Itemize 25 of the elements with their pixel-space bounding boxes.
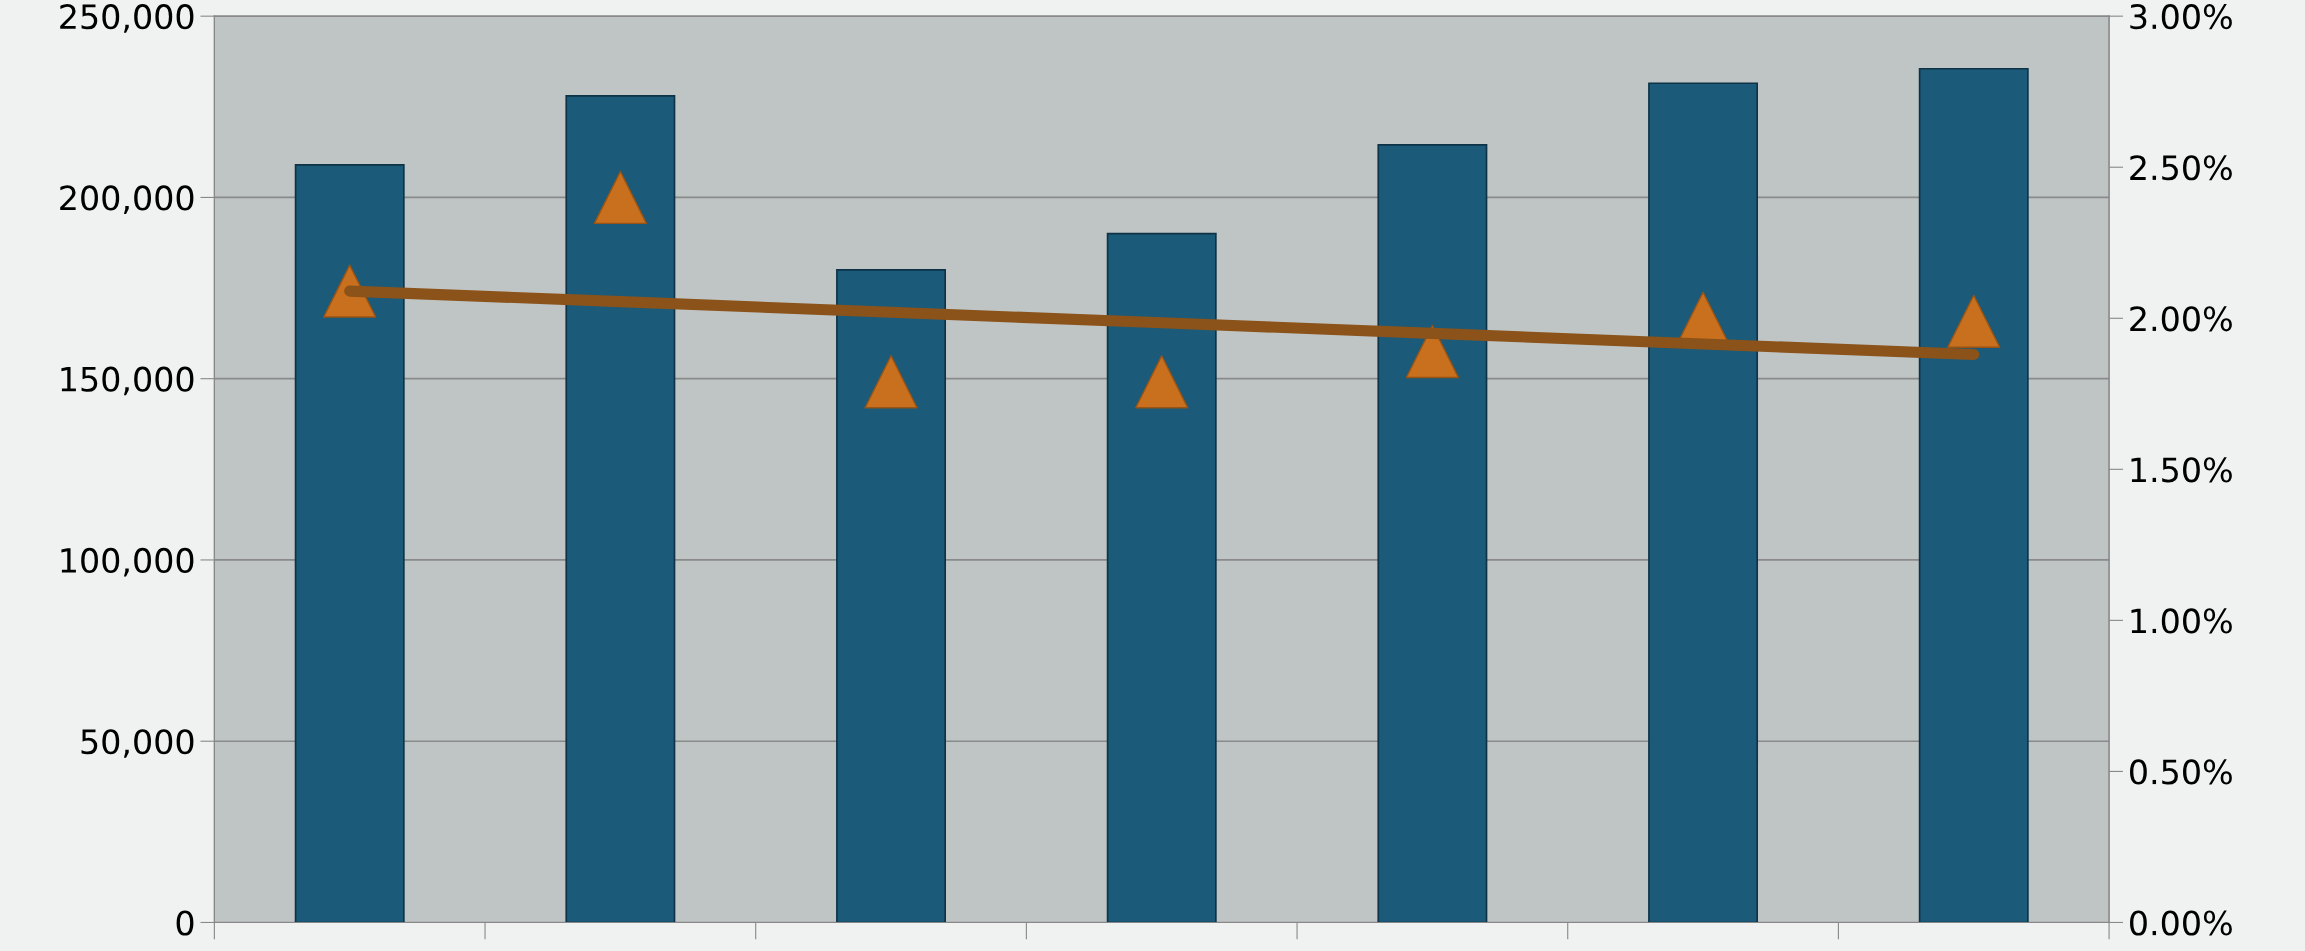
- y2-tick-label: 0.00%: [2130, 910, 2232, 936]
- bar: [565, 95, 676, 923]
- bar: [1918, 67, 2029, 923]
- y-tick-label: 250,000: [60, 4, 194, 33]
- y2-tick-label: 3.00%: [2130, 4, 2232, 30]
- y2-tick-label: 0.50%: [2130, 759, 2232, 785]
- bar: [836, 269, 947, 923]
- y-tick-label: 100,000: [61, 547, 194, 577]
- y2-tick-label: 1.50%: [2131, 457, 2232, 483]
- point: [864, 355, 918, 409]
- bar: [1106, 232, 1217, 923]
- y2-tick-label: 2.50%: [2130, 155, 2232, 181]
- point: [1947, 294, 2001, 348]
- point: [1405, 324, 1460, 379]
- y2-tick-label: 2.00%: [2130, 306, 2232, 332]
- y2-tick-label: 1.00%: [2131, 608, 2232, 634]
- bar: [294, 163, 405, 923]
- y-tick-label: 200,000: [60, 185, 194, 214]
- y-tick-label: 50,000: [81, 729, 194, 758]
- point: [1135, 355, 1189, 409]
- y-tick-label: 150,000: [61, 366, 194, 396]
- bar: [1648, 82, 1759, 923]
- y-tick-label: 0: [176, 910, 194, 936]
- point: [593, 170, 648, 225]
- bar: [1377, 144, 1488, 923]
